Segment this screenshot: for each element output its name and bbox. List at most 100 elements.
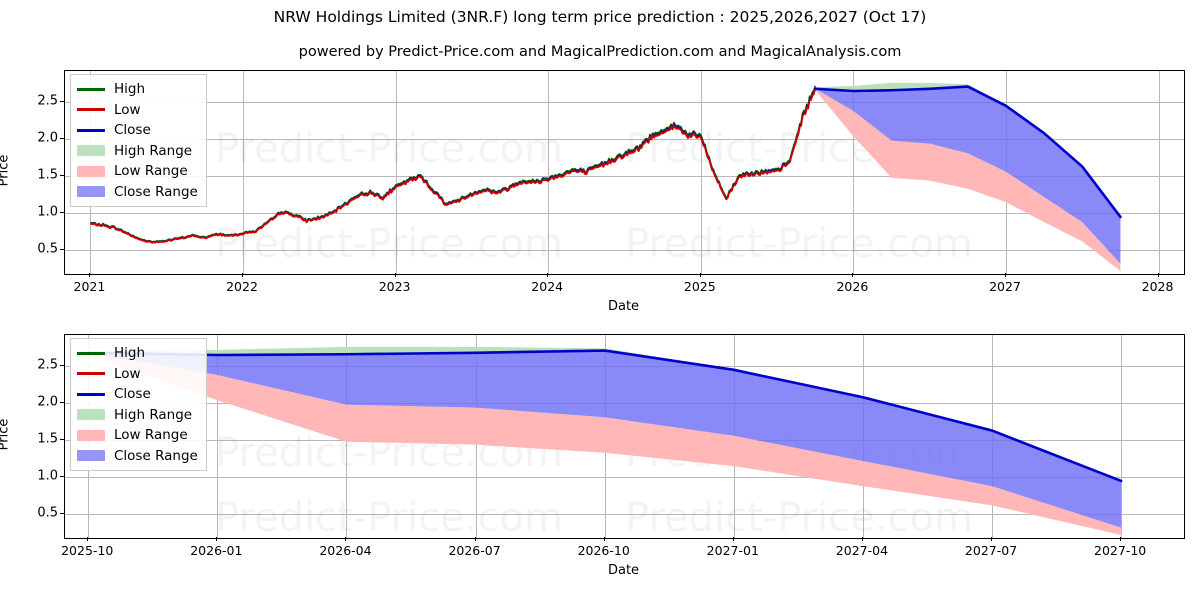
y-axis-tick-label: 1.0 [37,204,58,220]
x-axis-tick-mark [861,537,863,541]
x-axis-tick-label: 2027-01 [706,543,759,558]
legend-item-low-range[interactable]: Low Range [77,161,198,182]
y-axis-tick-label: 1.0 [37,468,58,484]
legend-item-low[interactable]: Low [77,364,198,385]
legend-swatch-patch-icon [77,165,105,177]
long-term-chart-panel: Predict-Price.comPredict-Price.comPredic… [0,62,1200,320]
legend-item-low-range[interactable]: Low Range [77,425,198,446]
x-axis-tick-mark [242,273,244,277]
x-axis-tick-label: 2026-10 [577,543,630,558]
y-axis-tick-mark [60,476,64,478]
legend-item-label: Close [114,122,151,139]
y-axis-tick-label: 2.5 [37,357,58,373]
x-axis-tick-label: 2025-10 [61,543,114,558]
legend-item-label: Low Range [114,163,188,180]
y-axis-tick-label: 1.5 [37,431,58,447]
forecast-zoom-chart-panel: Predict-Price.comPredict-Price.comPredic… [0,322,1200,600]
y-axis-tick-mark [60,101,64,103]
x-axis-tick-label: 2026-01 [190,543,243,558]
low-range-band [815,88,1121,272]
y-axis-tick-mark [60,402,64,404]
series-layer [86,346,1123,536]
y-axis-tick-mark [60,365,64,367]
x-axis-tick-label: 2024 [531,279,564,294]
x-axis-tick-label: 2023 [378,279,411,294]
legend-item-label: High [114,81,146,98]
legend-item-close[interactable]: Close [77,120,198,141]
legend-item-low[interactable]: Low [77,100,198,121]
y-axis-tick-mark [60,249,64,251]
x-axis-tick-mark [89,273,91,277]
y-axis-tick-label: 0.5 [37,241,58,257]
x-axis-tick-label: 2027-04 [835,543,889,558]
x-axis-tick-label: 2026 [836,279,869,294]
y-axis-tick-mark [60,175,64,177]
forecast-close-line [86,349,1123,483]
x-axis-tick-label: 2028 [1141,279,1174,294]
x-axis-tick-mark [991,537,993,541]
gridline-horizontal [65,176,1184,178]
legend-swatch-patch-icon [77,145,105,157]
y-axis-label-top: Price [0,154,12,186]
x-axis-tick-label: 2027 [989,279,1021,294]
legend-swatch-patch-icon [77,429,105,441]
chart-legend[interactable]: High Low Close High Range Low Range Close Ran… [70,338,207,471]
legend-item-close-range[interactable]: Close Range [77,182,198,203]
x-axis-tick-mark [547,273,549,277]
legend-item-close-range[interactable]: Close Range [77,446,198,467]
legend-item-close[interactable]: Close [77,384,198,405]
y-axis-tick-label: 1.5 [37,167,58,183]
gridline-vertical [853,71,855,274]
legend-item-high-range[interactable]: High Range [77,405,198,426]
page-title: NRW Holdings Limited (3NR.F) long term p… [273,8,927,26]
gridline-horizontal [65,477,1184,479]
x-axis-tick-mark [394,273,396,277]
legend-swatch-line-icon [77,351,105,355]
gridline-vertical [700,71,702,274]
legend-swatch-line-icon [77,372,105,376]
close-range-band [88,349,1122,528]
x-axis-label-top: Date [607,299,640,314]
x-axis-tick-mark [474,537,476,541]
gridline-vertical [395,71,397,274]
forecast-zoom-plot-area: Predict-Price.comPredict-Price.comPredic… [64,334,1185,539]
y-axis-tick-label: 2.0 [37,130,58,146]
chart-legend[interactable]: High Low Close High Range Low Range Close Ran… [70,74,207,207]
y-axis-tick-mark [60,513,64,515]
x-axis-tick-mark [1120,537,1122,541]
x-axis-tick-mark [603,537,605,541]
gridline-horizontal [65,250,1184,252]
legend-item-high-range[interactable]: High Range [77,141,198,162]
x-axis-tick-label: 2026-07 [448,543,501,558]
gridline-horizontal [65,514,1184,516]
x-axis-tick-label: 2027-10 [1094,543,1147,558]
legend-item-high[interactable]: High [77,79,198,100]
gridline-horizontal [65,213,1184,215]
legend-item-label: Low [114,365,141,382]
y-axis-tick-mark [60,138,64,140]
legend-item-label: Close [114,386,151,403]
y-axis-tick-label: 0.5 [37,505,58,521]
x-axis-tick-mark [345,537,347,541]
gridline-vertical [217,335,219,538]
legend-swatch-line-icon [77,87,105,91]
history-low-line [90,88,817,244]
legend-swatch-line-icon [77,108,105,112]
y-axis-tick-label: 2.0 [37,394,58,410]
y-axis-tick-mark [60,212,64,214]
x-axis-label-bottom: Date [607,563,640,578]
x-axis-tick-mark [852,273,854,277]
long-term-plot-area: Predict-Price.comPredict-Price.comPredic… [64,70,1185,275]
x-axis-tick-label: 2027-07 [964,543,1018,558]
x-axis-tick-mark [216,537,218,541]
x-axis-tick-label: 2025 [683,279,716,294]
x-axis-tick-mark [1157,273,1159,277]
y-axis-tick-label: 2.5 [37,93,58,109]
x-axis-tick-label: 2026-04 [319,543,372,558]
x-axis-tick-mark [87,537,89,541]
legend-item-high[interactable]: High [77,343,198,364]
y-axis-label-bottom: Price [0,418,12,450]
page-subtitle: powered by Predict-Price.com and Magical… [298,44,902,60]
legend-item-label: Close Range [114,447,198,464]
